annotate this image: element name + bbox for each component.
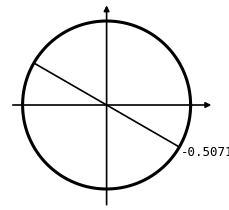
Text: -0.5071: -0.5071 bbox=[180, 146, 229, 159]
